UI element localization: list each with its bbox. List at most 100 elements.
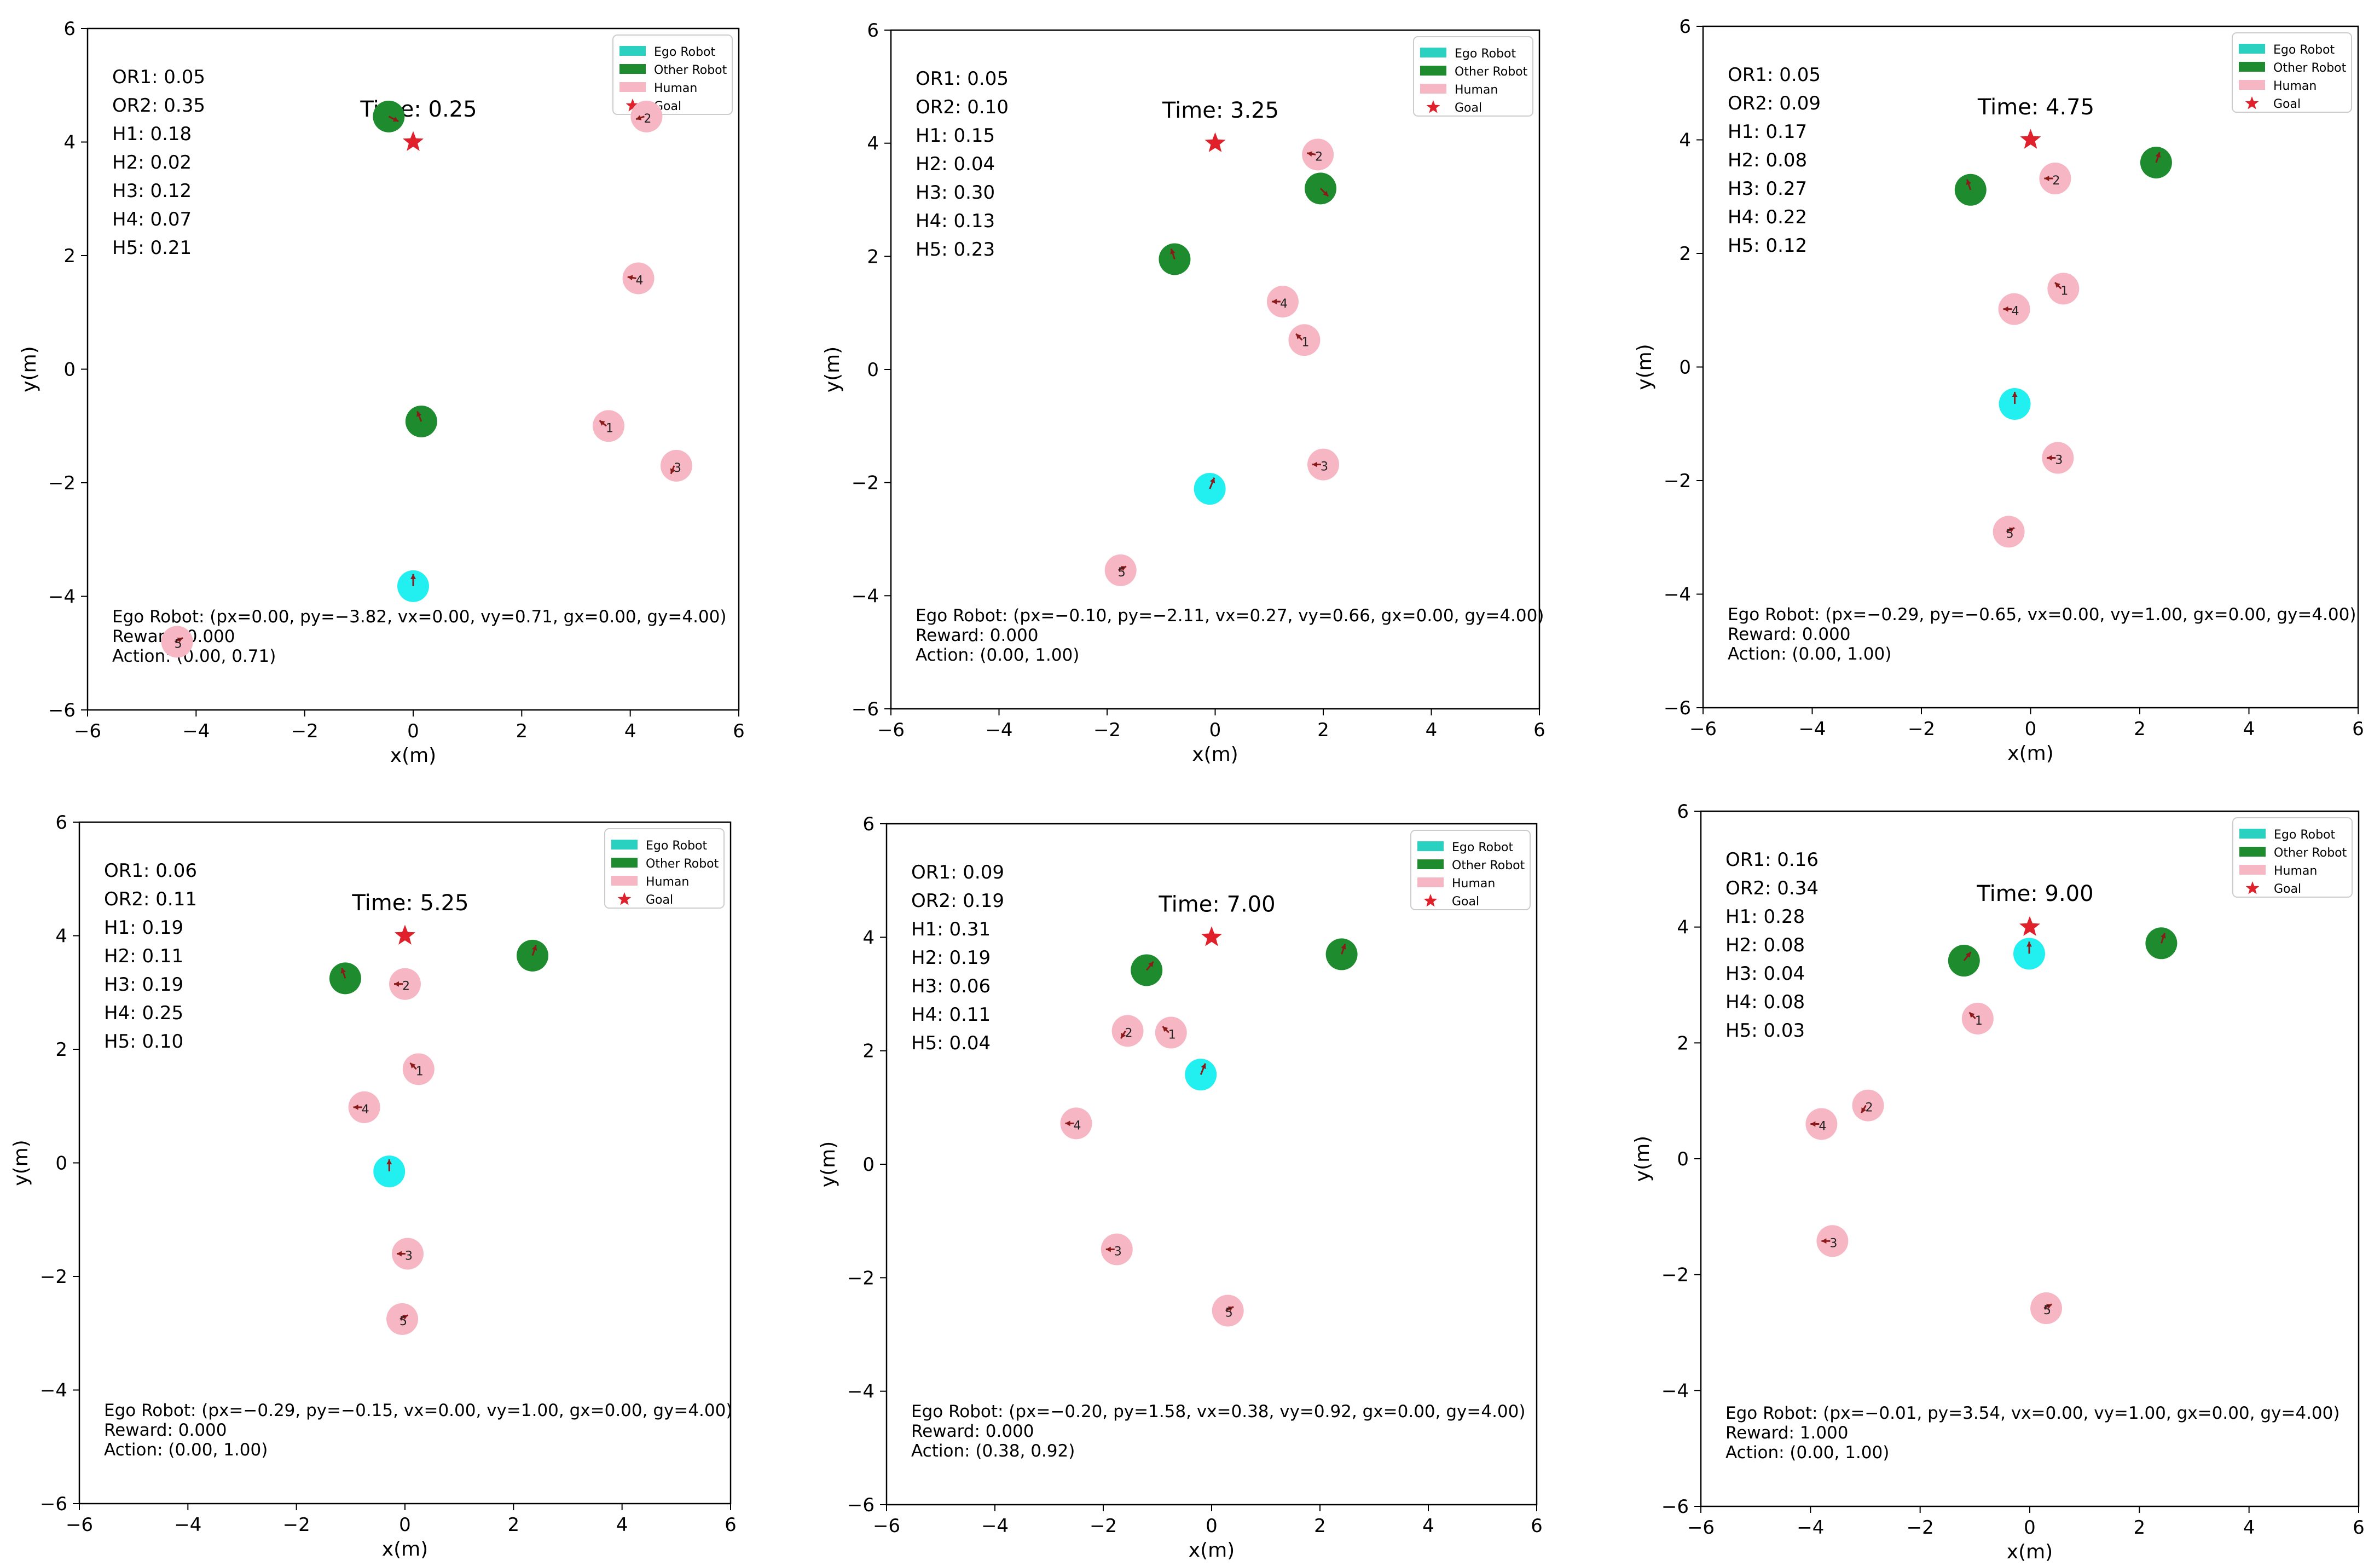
human-velocity-arrow-head [1821,1238,1827,1244]
panel-6: −6 −4 −2 0 2 4 6 −6 −4 −2 0 2 4 6 x(m) y(m) OR1: 0.16 OR2… [1631,801,2365,1563]
ego-velocity-arrow-head [1209,477,1215,483]
y-tick-label: −6 [1664,697,1691,719]
legend-label-human: Human [1452,877,1495,891]
y-tick-label: 6 [1679,16,1691,38]
y-tick-label: 4 [63,132,76,154]
x-tick-label: 6 [1533,719,1545,741]
legend-swatch-human [611,876,638,886]
x-tick-label: 4 [2243,718,2255,740]
x-tick-label: 6 [2352,718,2364,740]
x-tick-label: 2 [1317,719,1329,741]
human-id-label: 5 [1118,566,1126,580]
other-robot-velocity-arrow-head [1148,961,1154,967]
y-tick-label: −4 [1664,584,1691,606]
human-4 [622,262,655,294]
legend-label-goal: Goal [2274,882,2301,896]
human-velocity-arrow-head [2003,306,2008,312]
other-robot-velocity-arrow-head [2155,152,2161,158]
metric-text: H5: 0.23 [916,239,995,261]
human-id-label: 1 [2060,284,2068,298]
metric-text: H2: 0.08 [1728,149,1807,171]
legend-label-ego: Ego Robot [2273,43,2335,57]
metric-text: H5: 0.10 [104,1031,183,1053]
other-robot-velocity-arrow-head [1323,190,1329,197]
human-id-label: 1 [1975,1014,1983,1028]
y-tick-label: 4 [1679,130,1691,152]
human-velocity-arrow-head [1969,1012,1975,1018]
human-id-label: 2 [644,112,651,126]
y-tick-label: 0 [867,359,879,381]
human-id-label: 4 [2012,305,2019,319]
y-tick-label: −2 [1664,470,1691,492]
metric-text: H5: 0.03 [1725,1020,1805,1042]
metric-text: H3: 0.30 [916,182,995,204]
human-id-label: 1 [606,421,613,435]
y-tick-label: −2 [847,1267,875,1289]
legend-label-human: Human [2274,864,2317,878]
metric-text: H1: 0.31 [911,918,991,940]
other-robot-velocity-arrow-head [1341,944,1346,950]
legend-label-goal: Goal [2273,97,2301,111]
metric-text: H1: 0.19 [104,917,183,939]
human-velocity-arrow-head [402,1315,408,1320]
metric-text: H4: 0.13 [916,210,995,232]
human-id-label: 2 [1125,1026,1133,1040]
metric-text: H4: 0.22 [1728,206,1807,228]
human-id-label: 5 [399,1315,407,1328]
human-2 [389,968,421,1000]
human-velocity-arrow-head [1227,1306,1234,1311]
y-tick-label: −2 [48,472,76,494]
human-id-label: 4 [1074,1119,1081,1132]
legend-swatch-human [619,82,646,92]
x-tick-label: −4 [981,1515,1009,1537]
y-tick-label: −2 [1661,1264,1689,1286]
panel-3: −6 −4 −2 0 2 4 6 −6 −4 −2 0 2 4 6 x(m) y(m) OR1: 0.05 OR2… [1634,16,2364,765]
x-tick-label: −6 [877,719,905,741]
status-text: Reward: 0.000 [1728,625,1851,644]
human-velocity-arrow-head [1105,1246,1111,1252]
human-1 [1288,324,1321,356]
x-tick-label: −4 [174,1514,201,1536]
human-velocity-arrow-head [1312,461,1317,467]
y-tick-label: −2 [852,472,879,494]
human-velocity-arrow-head [1162,1026,1168,1032]
x-tick-label: 0 [407,720,419,742]
ego-velocity-arrow-head [410,574,416,579]
metric-text: OR1: 0.09 [911,862,1004,883]
human-velocity-arrow-head [1810,1121,1816,1127]
x-tick-label: −6 [873,1515,900,1537]
legend-label-ego: Ego Robot [2274,828,2336,842]
human-velocity-arrow-head [1271,299,1277,304]
legend-swatch-goal [2245,96,2259,109]
human-id-label: 2 [402,980,410,993]
metric-text: OR1: 0.05 [916,68,1009,90]
metric-text: OR1: 0.06 [104,860,197,882]
x-axis-label: x(m) [2007,1541,2053,1563]
status-text: Action: (0.38, 0.92) [911,1441,1075,1461]
status-text: Reward: 0.000 [104,1420,227,1440]
ego-velocity-arrow-head [386,1159,392,1165]
y-tick-label: −4 [852,585,879,607]
metric-text: H1: 0.28 [1725,906,1805,928]
x-tick-label: 0 [399,1514,411,1536]
human-1 [2047,273,2080,305]
metric-text: OR1: 0.16 [1725,849,1819,871]
y-tick-label: 4 [55,926,67,947]
metric-text: OR1: 0.05 [1728,64,1821,86]
ego-velocity-arrow-head [2012,391,2018,397]
x-tick-label: 4 [2243,1517,2255,1539]
human-velocity-arrow-head [353,1104,358,1110]
y-tick-label: 6 [63,18,76,40]
ego-velocity-arrow-head [2026,941,2032,947]
y-tick-label: −2 [40,1266,67,1288]
x-tick-label: 0 [1209,719,1221,741]
x-tick-label: 6 [2353,1517,2365,1539]
metric-text: H2: 0.02 [112,152,192,174]
x-tick-label: −6 [74,720,101,742]
x-tick-label: 2 [516,720,528,742]
legend-label-ego: Ego Robot [646,839,708,853]
y-tick-label: −6 [48,700,76,721]
metric-text: OR2: 0.34 [1725,877,1819,899]
y-tick-label: 6 [1677,801,1689,823]
human-velocity-arrow-head [1120,566,1126,571]
